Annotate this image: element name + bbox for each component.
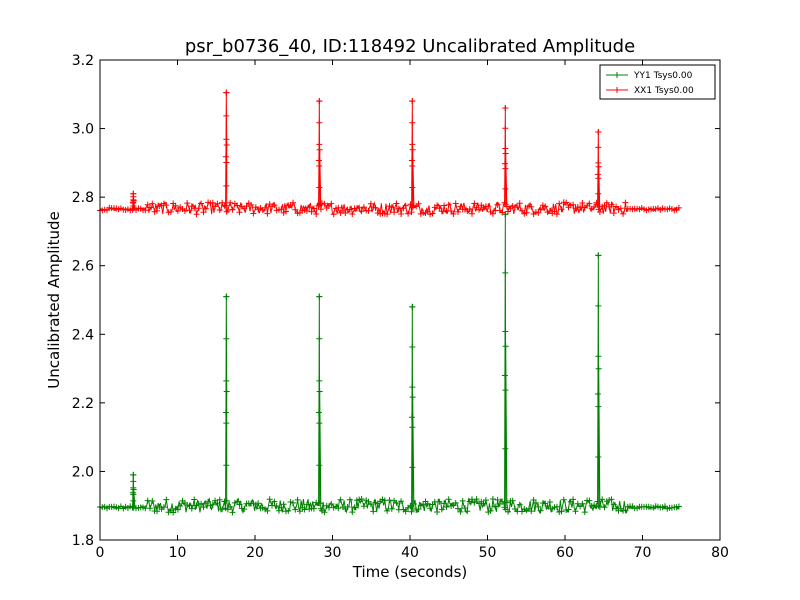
spike-marker	[502, 145, 509, 152]
spike-marker	[223, 377, 230, 384]
y-tick-label: 1.8	[72, 533, 94, 549]
y-tick-label: 2.6	[72, 259, 94, 275]
spike-marker	[502, 165, 509, 172]
spike-marker	[130, 497, 137, 504]
y-tick-label: 2.2	[72, 396, 94, 412]
spike-marker	[316, 184, 323, 191]
y-tick-label: 2.0	[72, 464, 94, 480]
x-tick-label: 70	[634, 545, 652, 561]
spike-marker	[223, 159, 230, 166]
x-tick-label: 0	[96, 545, 105, 561]
x-tick-label: 30	[324, 545, 342, 561]
legend-marker	[614, 72, 620, 78]
x-tick-label: 60	[556, 545, 574, 561]
legend: YY1 Tsys0.00 XX1 Tsys0.00	[599, 64, 716, 100]
spike-marker	[316, 141, 323, 148]
spike-marker	[223, 335, 230, 342]
spike-marker	[316, 377, 323, 384]
spike-marker	[502, 269, 509, 276]
spike-marker	[316, 462, 323, 469]
spike-marker	[595, 302, 602, 309]
spike-marker	[223, 420, 230, 427]
spike-marker	[595, 454, 602, 461]
spike-marker	[502, 125, 509, 132]
spike-marker	[223, 136, 230, 143]
chart-title: psr_b0736_40, ID:118492 Uncalibrated Amp…	[185, 36, 635, 57]
series-xx1	[97, 89, 682, 218]
spike-marker	[130, 491, 137, 498]
spike-marker	[502, 387, 509, 394]
spike-marker	[595, 159, 602, 166]
legend-label: XX1 Tsys0.00	[634, 86, 694, 96]
legend-box	[599, 64, 716, 100]
spike-marker	[502, 445, 509, 452]
spike-marker	[595, 403, 602, 410]
x-axis-label: Time (seconds)	[352, 563, 468, 581]
spike-marker	[409, 424, 416, 431]
spike-marker	[502, 328, 509, 335]
spike-marker	[130, 478, 137, 485]
spike-marker	[595, 175, 602, 182]
ticks-layer: 0 10 20 30 40 50 60 70 80 1.8 2.0 2.2 2.4 2.6 2.8 3.0 3.…	[72, 53, 729, 561]
spike-marker	[502, 185, 509, 192]
y-tick-label: 2.4	[72, 327, 94, 343]
spike-marker	[130, 484, 137, 491]
spike-marker	[223, 112, 230, 119]
x-tick-label: 20	[246, 545, 264, 561]
spike-marker	[595, 144, 602, 151]
y-axis-label: Uncalibrated Amplitude	[45, 211, 63, 388]
x-tick-label: 80	[711, 545, 729, 561]
spike-marker	[409, 464, 416, 471]
x-tick-label: 40	[401, 545, 419, 561]
x-tick-label: 50	[479, 545, 497, 561]
spike-marker	[595, 190, 602, 197]
spike-marker	[409, 119, 416, 126]
spike-marker	[316, 119, 323, 126]
y-tick-label: 3.0	[72, 122, 94, 138]
spike-marker	[223, 462, 230, 469]
spike-marker	[223, 182, 230, 189]
legend-label: YY1 Tsys0.00	[633, 71, 693, 81]
y-tick-label: 3.2	[72, 53, 94, 69]
plot-area	[100, 60, 720, 540]
spike-marker	[316, 335, 323, 342]
spike-marker	[409, 184, 416, 191]
y-tick-label: 2.8	[72, 190, 94, 206]
spike-marker	[316, 162, 323, 169]
spike-marker	[595, 353, 602, 360]
spike-marker	[409, 384, 416, 391]
series-layer	[97, 89, 682, 516]
legend-marker	[614, 87, 620, 93]
spike-marker	[316, 420, 323, 427]
spike-marker	[409, 141, 416, 148]
spike-marker	[409, 343, 416, 350]
spike-marker	[409, 162, 416, 169]
x-tick-label: 10	[169, 545, 187, 561]
spike-marker	[130, 203, 137, 210]
